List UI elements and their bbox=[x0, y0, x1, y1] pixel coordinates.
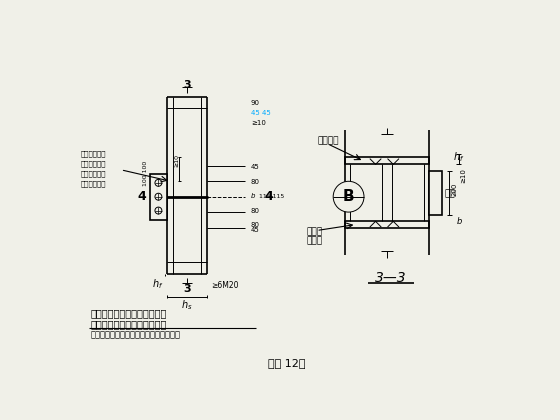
Text: ≥10: ≥10 bbox=[251, 120, 265, 126]
Text: 3—3: 3—3 bbox=[375, 270, 407, 285]
Text: （筱壁采用全焊透的坡口对接焊缝连接）: （筱壁采用全焊透的坡口对接焊缝连接） bbox=[91, 330, 181, 339]
Text: 115 115: 115 115 bbox=[259, 194, 284, 200]
Text: 45 45: 45 45 bbox=[251, 110, 270, 116]
Bar bbox=[173, 97, 200, 274]
Circle shape bbox=[333, 181, 364, 212]
Text: 焊缝应采用全: 焊缝应采用全 bbox=[81, 171, 106, 177]
Text: 45: 45 bbox=[251, 164, 259, 171]
Text: ≥10: ≥10 bbox=[460, 168, 466, 183]
Text: b: b bbox=[251, 193, 255, 199]
Text: $h_f$: $h_f$ bbox=[152, 278, 163, 291]
Text: B: B bbox=[343, 189, 354, 204]
Text: 耳板: 耳板 bbox=[445, 189, 456, 198]
Text: 3: 3 bbox=[183, 284, 191, 294]
Text: ≥6M20: ≥6M20 bbox=[211, 281, 238, 290]
Text: ≥10: ≥10 bbox=[175, 155, 180, 167]
Bar bbox=[345, 158, 430, 164]
Text: 4: 4 bbox=[138, 190, 147, 203]
Text: 80: 80 bbox=[251, 222, 260, 228]
Text: 200: 200 bbox=[452, 182, 458, 196]
Text: 45: 45 bbox=[251, 228, 259, 234]
Text: 100 100: 100 100 bbox=[143, 161, 148, 186]
Text: 下柱顶: 下柱顶 bbox=[306, 228, 323, 236]
Bar bbox=[430, 171, 442, 215]
Text: 上柱隔板: 上柱隔板 bbox=[318, 136, 339, 145]
Text: $h_f$: $h_f$ bbox=[452, 150, 464, 163]
Text: 80: 80 bbox=[251, 179, 260, 185]
Text: 90: 90 bbox=[251, 100, 260, 106]
Text: （图 12）: （图 12） bbox=[268, 358, 306, 368]
Text: 筱形截面柱的工地拼接及设置: 筱形截面柱的工地拼接及设置 bbox=[91, 308, 167, 318]
Text: 在此范围内，: 在此范围内， bbox=[81, 150, 106, 157]
Text: b: b bbox=[456, 218, 462, 226]
Text: 80: 80 bbox=[251, 208, 260, 214]
Bar bbox=[150, 173, 167, 220]
Text: 3: 3 bbox=[183, 80, 191, 89]
Bar bbox=[345, 221, 430, 228]
Text: $h_s$: $h_s$ bbox=[181, 298, 193, 312]
Text: 端隔板: 端隔板 bbox=[306, 237, 323, 246]
Text: 4: 4 bbox=[264, 190, 273, 203]
Text: 安装耳板和水平加劲肸的构造: 安装耳板和水平加劲肸的构造 bbox=[91, 319, 167, 329]
Text: 焊透坡口焊。: 焊透坡口焊。 bbox=[81, 181, 106, 187]
Text: 夹紧固的铝楞: 夹紧固的铝楞 bbox=[81, 160, 106, 167]
